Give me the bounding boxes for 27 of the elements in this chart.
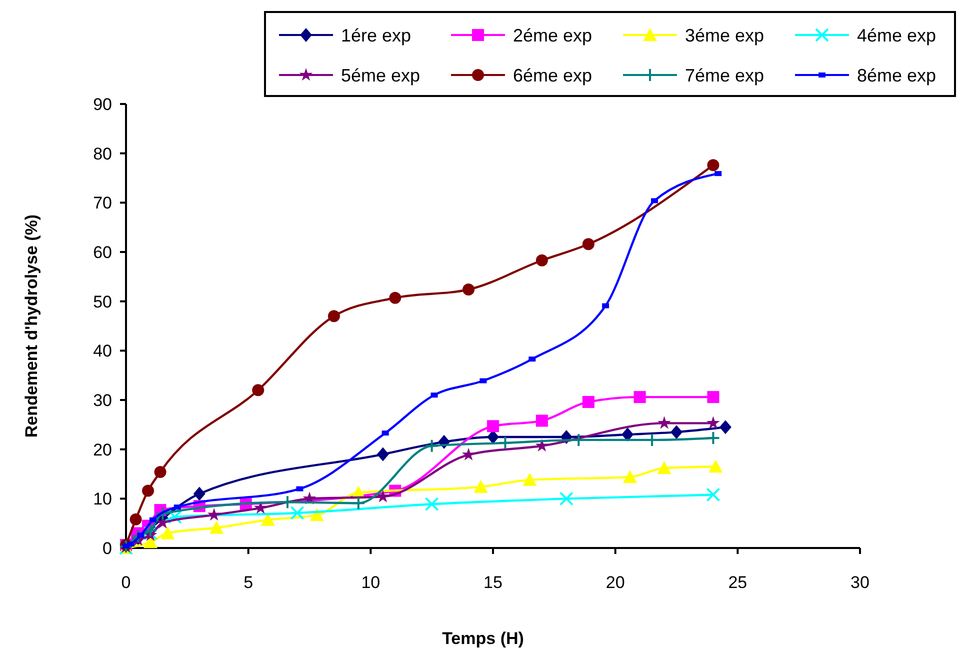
y-tick-label: 90: [93, 94, 112, 114]
y-tick-label: 10: [93, 490, 112, 509]
legend-label: 4éme exp: [857, 25, 936, 46]
y-tick-label: 0: [102, 538, 112, 558]
y-tick-label: 20: [93, 440, 112, 460]
legend-label: 5éme exp: [341, 65, 420, 86]
x-axis-title: Temps (H): [442, 629, 524, 648]
legend-label: 3éme exp: [685, 25, 764, 46]
legend-label: 7éme exp: [685, 65, 764, 86]
y-tick-label: 30: [93, 390, 112, 410]
y-tick-label: 40: [93, 342, 112, 361]
y-axis-title: Rendement d'hydrolyse (%): [22, 214, 41, 438]
legend-label: 1ére exp: [341, 25, 412, 46]
y-tick-label: 80: [93, 144, 112, 164]
x-tick-label: 5: [244, 573, 254, 592]
legend-label: 6éme exp: [513, 65, 592, 86]
legend-label: 8éme exp: [857, 65, 936, 86]
x-tick-label: 30: [850, 573, 870, 592]
x-tick-label: 0: [121, 573, 131, 592]
x-tick-label: 15: [484, 573, 502, 592]
y-tick-label: 50: [93, 292, 112, 312]
x-tick-label: 10: [361, 573, 380, 592]
x-tick-label: 20: [606, 573, 625, 592]
y-tick-label: 60: [93, 242, 112, 262]
y-tick-label: 70: [93, 194, 112, 213]
legend-label: 2éme exp: [513, 25, 592, 46]
x-tick-label: 25: [728, 573, 748, 592]
